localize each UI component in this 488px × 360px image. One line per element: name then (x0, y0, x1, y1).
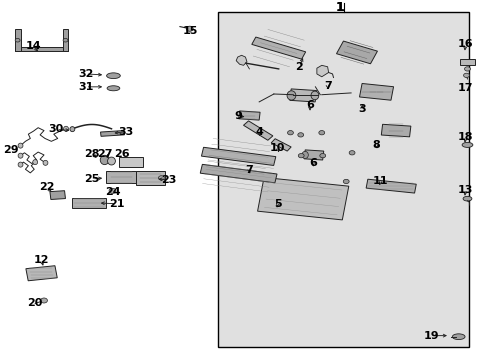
Polygon shape (366, 179, 415, 193)
Text: 22: 22 (39, 182, 54, 192)
Ellipse shape (33, 159, 38, 165)
Text: 13: 13 (457, 185, 472, 195)
Polygon shape (251, 37, 305, 59)
Text: 19: 19 (423, 330, 438, 341)
Circle shape (343, 179, 348, 184)
Circle shape (41, 298, 47, 303)
Ellipse shape (70, 127, 75, 132)
Polygon shape (119, 157, 143, 167)
Text: 2: 2 (295, 62, 303, 72)
Text: 17: 17 (457, 82, 472, 93)
Ellipse shape (100, 155, 109, 165)
Polygon shape (316, 65, 328, 77)
Bar (15, 48, 68, 51)
Ellipse shape (18, 162, 23, 167)
Polygon shape (136, 171, 165, 185)
Polygon shape (200, 165, 276, 183)
Bar (217, 12, 468, 347)
Text: 27: 27 (97, 149, 113, 158)
Text: 23: 23 (161, 175, 176, 185)
Polygon shape (26, 266, 57, 281)
Circle shape (287, 131, 293, 135)
Text: 6: 6 (308, 158, 316, 168)
Bar (62, 30, 68, 51)
Ellipse shape (107, 157, 115, 165)
Bar (15, 30, 20, 51)
Polygon shape (271, 139, 290, 151)
Text: 15: 15 (183, 26, 198, 36)
Circle shape (318, 131, 324, 135)
Text: 7: 7 (323, 81, 331, 91)
Text: 29: 29 (3, 145, 19, 155)
Text: 24: 24 (104, 186, 120, 197)
Circle shape (297, 133, 303, 137)
Ellipse shape (107, 86, 120, 91)
Text: 14: 14 (25, 41, 41, 51)
Ellipse shape (18, 153, 23, 158)
Polygon shape (359, 84, 393, 100)
Text: 21: 21 (108, 199, 124, 209)
Polygon shape (236, 55, 246, 65)
Circle shape (63, 39, 68, 42)
Polygon shape (101, 131, 124, 136)
Polygon shape (459, 59, 474, 65)
Ellipse shape (302, 151, 307, 158)
Text: 25: 25 (84, 174, 100, 184)
Circle shape (464, 67, 469, 71)
Text: 9: 9 (234, 111, 242, 121)
Circle shape (319, 153, 325, 158)
Polygon shape (106, 171, 136, 183)
Text: 30: 30 (48, 125, 64, 135)
Ellipse shape (63, 126, 68, 131)
Text: 5: 5 (273, 199, 281, 209)
Text: 32: 32 (78, 69, 93, 79)
Text: 16: 16 (457, 39, 472, 49)
Text: 1: 1 (335, 1, 344, 14)
Circle shape (463, 73, 468, 77)
Ellipse shape (286, 91, 295, 100)
Polygon shape (72, 198, 105, 208)
Ellipse shape (310, 91, 318, 100)
Text: 28: 28 (84, 149, 100, 158)
Text: 26: 26 (114, 149, 130, 158)
Text: 33: 33 (118, 127, 134, 137)
Ellipse shape (461, 143, 472, 147)
Circle shape (158, 176, 164, 180)
Circle shape (298, 153, 304, 158)
Text: 31: 31 (78, 82, 93, 92)
Text: 7: 7 (245, 165, 253, 175)
Circle shape (15, 39, 20, 42)
Polygon shape (289, 89, 316, 102)
Polygon shape (304, 150, 323, 160)
Text: 3: 3 (357, 104, 365, 114)
Polygon shape (201, 147, 275, 166)
Ellipse shape (462, 196, 471, 201)
Text: 11: 11 (372, 176, 387, 186)
Polygon shape (257, 177, 348, 220)
Circle shape (348, 150, 354, 155)
Ellipse shape (43, 160, 48, 165)
Text: 6: 6 (305, 100, 313, 111)
Text: 1: 1 (335, 1, 344, 14)
Polygon shape (336, 41, 377, 64)
Polygon shape (381, 124, 410, 137)
Polygon shape (243, 121, 272, 140)
Text: 20: 20 (27, 298, 43, 309)
Circle shape (186, 26, 193, 31)
Ellipse shape (106, 73, 120, 78)
Circle shape (109, 188, 116, 193)
Ellipse shape (18, 143, 23, 148)
Text: 4: 4 (255, 127, 263, 138)
Text: 8: 8 (372, 140, 380, 150)
Text: 10: 10 (269, 144, 285, 153)
Text: 12: 12 (34, 255, 49, 265)
Polygon shape (238, 111, 260, 120)
Ellipse shape (451, 334, 464, 339)
Text: 18: 18 (457, 132, 472, 142)
Polygon shape (50, 191, 65, 199)
